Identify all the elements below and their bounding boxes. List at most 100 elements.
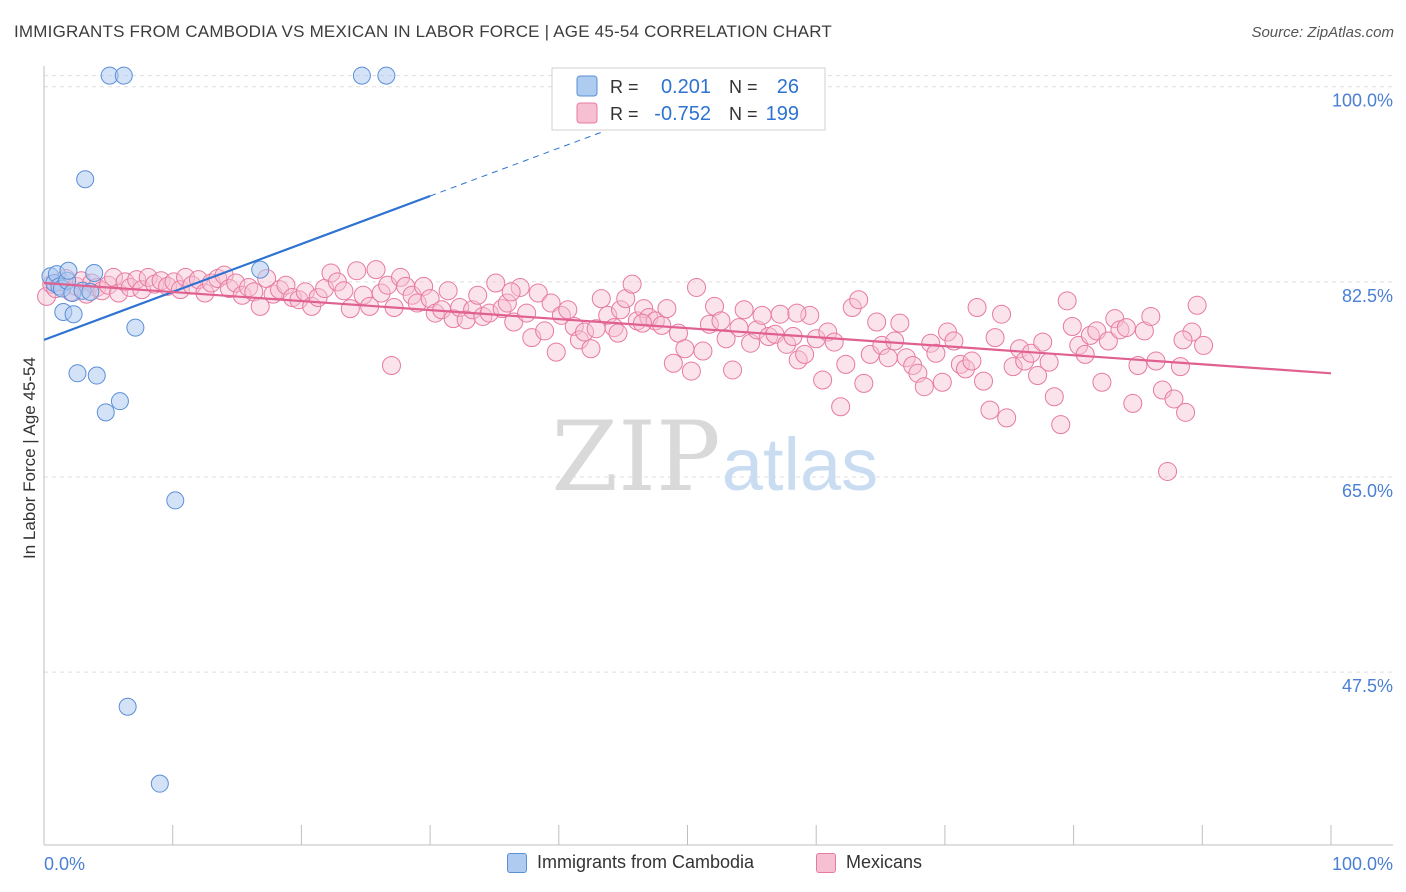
- mexicans-point: [1010, 339, 1030, 359]
- mexicans-point: [616, 289, 636, 309]
- mexicans-point: [885, 331, 905, 351]
- mexicans-point: [926, 343, 946, 363]
- mexicans-point: [836, 354, 856, 374]
- mexicans-point: [407, 293, 427, 313]
- y-tick-label: 47.5%: [1342, 676, 1393, 696]
- mexicans-point: [103, 267, 123, 287]
- mexicans-point: [1194, 335, 1214, 355]
- mexicans-point: [575, 322, 595, 342]
- mexicans-point: [818, 322, 838, 342]
- mexicans-point: [962, 351, 982, 371]
- mexicans-point: [992, 304, 1012, 324]
- mexicans-point: [622, 274, 642, 294]
- legend-n-label-2: N =: [729, 104, 758, 124]
- series-legend: Immigrants from Cambodia Mexicans: [0, 852, 1406, 878]
- cambodia-trend-line: [43, 194, 431, 341]
- legend-swatch-cambodia: [507, 852, 527, 873]
- mexicans-point: [517, 303, 537, 323]
- legend-label-cambodia: Immigrants from Cambodia: [537, 852, 755, 872]
- cambodia-point: [118, 697, 137, 716]
- mexicans-point: [770, 304, 790, 324]
- mexicans-point: [849, 290, 869, 310]
- mexicans-point: [675, 339, 695, 359]
- mexicans-point: [1173, 330, 1193, 350]
- legend-label-mexicans: Mexicans: [846, 852, 923, 872]
- cambodia-point: [87, 366, 106, 385]
- cambodia-point: [251, 260, 270, 279]
- x-tick-label: 100.0%: [1332, 854, 1393, 874]
- mexicans-point: [687, 277, 707, 297]
- mexicans-point: [598, 305, 618, 325]
- mexicans-point: [867, 312, 887, 332]
- legend-n-value-2: 199: [766, 103, 799, 125]
- mexicans-point: [955, 359, 975, 379]
- mexicans-point: [468, 285, 488, 305]
- mexicans-point: [711, 311, 731, 331]
- legend-swatch-pink: [576, 102, 598, 124]
- mexicans-point: [1170, 357, 1190, 377]
- watermark: ZIP atlas: [551, 401, 878, 513]
- mexicans-point: [1039, 352, 1059, 372]
- mexicans-point: [510, 277, 530, 297]
- cambodia-point: [81, 282, 100, 301]
- mexicans-point: [787, 303, 807, 323]
- mexicans-point: [1098, 331, 1118, 351]
- axes: [43, 66, 1393, 846]
- mexicans-point: [611, 300, 631, 320]
- cambodia-point: [85, 263, 104, 282]
- cambodia-point: [64, 305, 83, 324]
- mexicans-point: [371, 283, 391, 303]
- cambodia-point: [114, 66, 133, 85]
- cambodia-point: [59, 261, 78, 280]
- cambodia-point: [68, 364, 87, 383]
- mexicans-point: [1028, 366, 1048, 386]
- mexicans-point: [997, 408, 1017, 428]
- mexicans-point: [795, 344, 815, 364]
- legend-r-value-2: -0.752: [654, 103, 711, 125]
- y-tick-label: 65.0%: [1342, 481, 1393, 501]
- legend-r-label-1: R =: [610, 77, 639, 97]
- cambodia-point: [76, 170, 95, 189]
- mexicans-point: [632, 313, 652, 333]
- cambodia-point: [377, 66, 396, 85]
- mexicans-point: [842, 298, 862, 318]
- mexicans-point: [824, 332, 844, 352]
- mexicans-point: [420, 289, 440, 309]
- mexicans-point: [558, 300, 578, 320]
- mexicans-point: [456, 310, 476, 330]
- mexicans-point: [528, 283, 548, 303]
- mexicans-point: [1033, 332, 1053, 352]
- source-label: Source: ZipAtlas.com: [1251, 24, 1394, 41]
- mexicans-point: [535, 321, 555, 341]
- mexicans-point: [541, 293, 561, 313]
- mexicans-point: [1158, 461, 1178, 481]
- cambodia-point: [96, 403, 115, 422]
- y-tick-label: 82.5%: [1342, 286, 1393, 306]
- cambodia-point: [166, 491, 185, 510]
- legend-item-mexicans: Mexicans: [816, 852, 922, 873]
- mexicans-point: [546, 342, 566, 362]
- mexicans-point: [921, 333, 941, 353]
- cambodia-points: [41, 66, 396, 793]
- mexicans-point: [1062, 316, 1082, 336]
- mexicans-point: [752, 305, 772, 325]
- mexicans-point: [663, 353, 683, 373]
- cambodia-point: [352, 66, 371, 85]
- mexicans-point: [974, 371, 994, 391]
- mexicans-point: [967, 298, 987, 318]
- mexicans-point: [1141, 306, 1161, 326]
- grid-lines: [44, 75, 1393, 673]
- mexicans-point: [1116, 318, 1136, 338]
- mexicans-point: [693, 341, 713, 361]
- mexicans-point: [492, 299, 512, 319]
- mexicans-point: [716, 329, 736, 349]
- legend-swatch-blue: [576, 75, 598, 97]
- mexicans-point: [914, 377, 934, 397]
- legend-n-label-1: N =: [729, 77, 758, 97]
- cambodia-point: [110, 392, 129, 411]
- watermark-atlas: atlas: [722, 423, 878, 506]
- mexicans-point: [729, 318, 749, 338]
- legend-r-value-1: 0.201: [661, 76, 711, 98]
- correlation-legend: R = 0.201 N = 26 R = -0.752 N = 199: [551, 67, 826, 131]
